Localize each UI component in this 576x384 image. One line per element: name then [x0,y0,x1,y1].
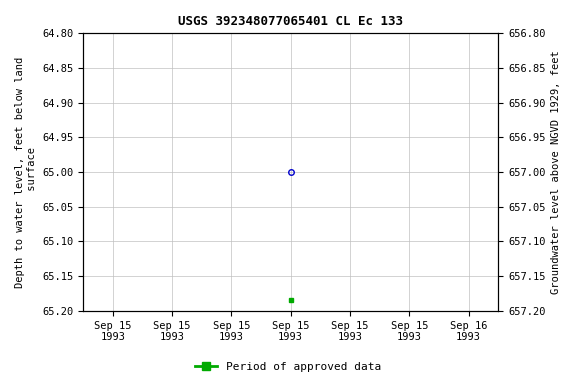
Legend: Period of approved data: Period of approved data [191,358,385,377]
Y-axis label: Depth to water level, feet below land
 surface: Depth to water level, feet below land su… [15,56,37,288]
Title: USGS 392348077065401 CL Ec 133: USGS 392348077065401 CL Ec 133 [178,15,403,28]
Y-axis label: Groundwater level above NGVD 1929, feet: Groundwater level above NGVD 1929, feet [551,50,561,294]
